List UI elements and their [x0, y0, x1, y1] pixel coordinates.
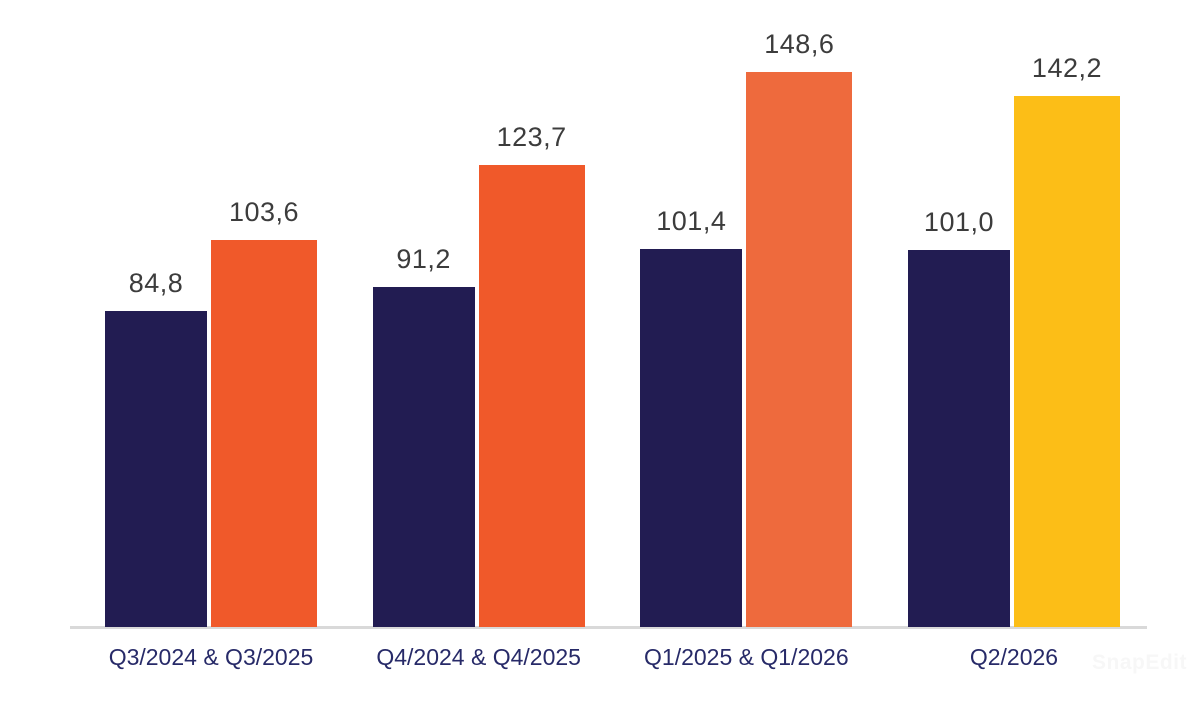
bar-group-4: 101,0 142,2 Q2/2026	[907, 53, 1120, 670]
bar-column-earlier-quarter: 84,8	[105, 268, 207, 627]
bar-group-2: 91,2 123,7 Q4/2024 & Q4/2025	[372, 122, 585, 670]
bar-column-later-quarter: 103,6	[211, 197, 317, 627]
bar-value-label: 123,7	[496, 122, 567, 152]
bar-value-label: 91,2	[396, 244, 451, 274]
bar-group-3: 101,4 148,6 Q1/2025 & Q1/2026	[640, 29, 853, 670]
bar-column-earlier-quarter: 101,0	[907, 207, 1010, 627]
category-label: Q2/2026	[969, 644, 1059, 670]
category-label: Q3/2024 & Q3/2025	[108, 644, 314, 670]
bar-earlier-quarter	[105, 311, 207, 627]
bar-later-quarter	[746, 72, 853, 627]
bar-value-label: 101,4	[656, 206, 727, 236]
bar-later-quarter	[211, 240, 317, 627]
category-label: Q1/2025 & Q1/2026	[644, 644, 849, 670]
category-label: Q4/2024 & Q4/2025	[376, 644, 581, 670]
watermark: SnapEdit	[1092, 651, 1188, 674]
bar-column-later-quarter: 142,2	[1013, 53, 1120, 627]
bar-column-earlier-quarter: 91,2	[372, 244, 475, 627]
bar-earlier-quarter	[907, 250, 1010, 627]
bar-value-label: 84,8	[128, 268, 184, 298]
bar-later-quarter	[478, 165, 585, 627]
plot-area: 84,8 103,6 Q3/2024 & Q3/2025 91,2 123,7 Q4/20…	[105, 0, 1120, 670]
bar-column-earlier-quarter: 101,4	[640, 206, 743, 627]
bar-value-label: 103,6	[228, 197, 300, 227]
bar-earlier-quarter	[372, 287, 475, 627]
bar-later-quarter	[1013, 96, 1120, 627]
bar-value-label: 101,0	[923, 207, 994, 237]
bar-column-later-quarter: 123,7	[478, 122, 585, 627]
bar-group-1: 84,8 103,6 Q3/2024 & Q3/2025	[105, 197, 317, 670]
bar-earlier-quarter	[640, 249, 743, 627]
bar-value-label: 142,2	[1031, 53, 1102, 83]
x-axis-line	[70, 626, 1147, 629]
bar-column-later-quarter: 148,6	[746, 29, 853, 627]
bar-value-label: 148,6	[764, 29, 835, 59]
